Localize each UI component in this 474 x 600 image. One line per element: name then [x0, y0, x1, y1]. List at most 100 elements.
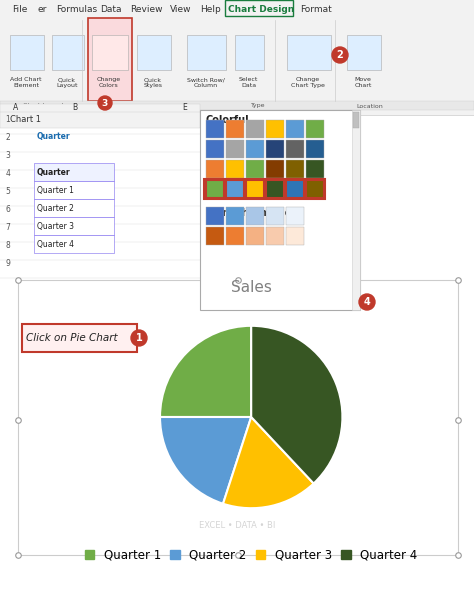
Text: E: E [182, 103, 187, 113]
Bar [246, 180, 264, 198]
Bar [34, 199, 114, 217]
Text: Quarter: Quarter [37, 169, 71, 178]
Wedge shape [160, 417, 251, 504]
Text: 3: 3 [102, 98, 108, 107]
Bar [353, 112, 359, 128]
Wedge shape [160, 326, 251, 417]
Text: 6: 6 [6, 205, 10, 214]
Text: Quick
Layout: Quick Layout [56, 77, 78, 88]
Text: Format: Format [300, 4, 332, 13]
Circle shape [98, 96, 112, 110]
Bar [306, 140, 324, 158]
Bar [286, 120, 304, 138]
Bar [286, 227, 304, 245]
Bar [200, 110, 360, 310]
Text: EXCEL • DATA • BI: EXCEL • DATA • BI [199, 520, 275, 529]
Bar [246, 227, 264, 245]
Bar [226, 180, 244, 198]
Bar [34, 163, 114, 181]
Wedge shape [223, 417, 314, 508]
Bar [306, 180, 324, 198]
Wedge shape [251, 326, 342, 484]
Text: File: File [12, 4, 27, 13]
Bar [266, 140, 284, 158]
Text: Quarter 2: Quarter 2 [37, 205, 74, 214]
Text: Chart 1: Chart 1 [10, 115, 41, 124]
Text: Select
Data: Select Data [239, 77, 258, 88]
Bar [306, 120, 324, 138]
Text: Change
Chart Type: Change Chart Type [291, 77, 325, 88]
Bar [88, 18, 132, 101]
Text: Quarter 1: Quarter 1 [37, 187, 74, 196]
Bar [0, 0, 474, 15]
Bar [206, 227, 224, 245]
Bar [10, 35, 44, 70]
Bar [266, 160, 284, 178]
Text: Add Chart
Element: Add Chart Element [10, 77, 42, 88]
Text: Quick
Styles: Quick Styles [144, 77, 163, 88]
Bar [266, 180, 284, 198]
Bar [34, 217, 114, 235]
Text: Location: Location [356, 103, 383, 109]
Text: Chart Design: Chart Design [228, 4, 294, 13]
Bar [0, 15, 474, 110]
Bar [34, 181, 114, 199]
Bar [52, 35, 84, 70]
Bar [286, 207, 304, 225]
Text: Chart Layouts: Chart Layouts [23, 103, 67, 109]
Text: 8: 8 [6, 241, 10, 251]
Bar [246, 140, 264, 158]
Text: er: er [38, 4, 47, 13]
Text: Review: Review [130, 4, 163, 13]
Bar [0, 110, 200, 290]
Text: Help: Help [200, 4, 221, 13]
Bar [0, 104, 200, 112]
Circle shape [332, 47, 348, 63]
Text: Switch Row/
Column: Switch Row/ Column [187, 77, 224, 88]
Bar [226, 120, 244, 138]
Bar [206, 140, 224, 158]
Bar [204, 179, 325, 199]
Text: 7: 7 [6, 223, 10, 232]
Bar [226, 140, 244, 158]
Text: 1: 1 [6, 115, 10, 124]
Text: 1: 1 [136, 333, 142, 343]
Bar [266, 120, 284, 138]
Text: Quarter: Quarter [37, 133, 71, 142]
Text: 4: 4 [6, 169, 10, 179]
Bar [266, 227, 284, 245]
Text: 4: 4 [364, 297, 370, 307]
Text: Change
Colors: Change Colors [97, 77, 121, 88]
Bar [225, 0, 293, 16]
Bar [92, 35, 128, 70]
Bar [137, 35, 171, 70]
Bar [34, 235, 114, 253]
Title: Sales: Sales [231, 280, 272, 295]
Bar [347, 35, 381, 70]
Bar [0, 110, 200, 128]
Bar [352, 110, 360, 310]
Bar [286, 140, 304, 158]
Bar [246, 120, 264, 138]
Bar [18, 280, 458, 555]
Text: Formulas: Formulas [56, 4, 97, 13]
Bar [246, 160, 264, 178]
Text: 5: 5 [6, 187, 10, 196]
Text: 2: 2 [6, 133, 10, 142]
Bar [286, 180, 304, 198]
Text: A: A [13, 103, 18, 113]
Bar [246, 207, 264, 225]
Text: B: B [73, 103, 78, 113]
Legend: Quarter 1, Quarter 2, Quarter 3, Quarter 4: Quarter 1, Quarter 2, Quarter 3, Quarter… [80, 544, 422, 566]
Bar [187, 35, 226, 70]
Text: Quarter 3: Quarter 3 [37, 223, 74, 232]
Text: Click on Pie Chart: Click on Pie Chart [26, 333, 117, 343]
Text: Monochromatic: Monochromatic [206, 208, 291, 218]
Circle shape [131, 330, 147, 346]
Bar [0, 101, 474, 110]
Bar [206, 160, 224, 178]
Bar [287, 35, 331, 70]
Circle shape [359, 294, 375, 310]
Bar [226, 207, 244, 225]
Text: 9: 9 [6, 259, 10, 269]
